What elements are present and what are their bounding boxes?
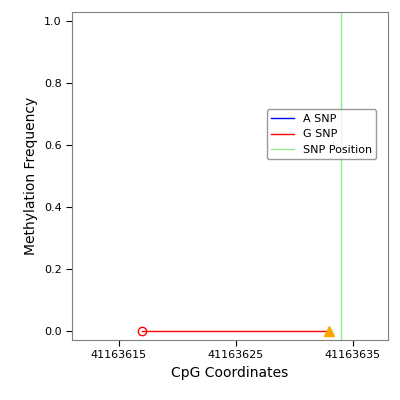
Y-axis label: Methylation Frequency: Methylation Frequency [24,97,38,255]
X-axis label: CpG Coordinates: CpG Coordinates [171,366,289,380]
Legend: A SNP, G SNP, SNP Position: A SNP, G SNP, SNP Position [267,109,376,159]
